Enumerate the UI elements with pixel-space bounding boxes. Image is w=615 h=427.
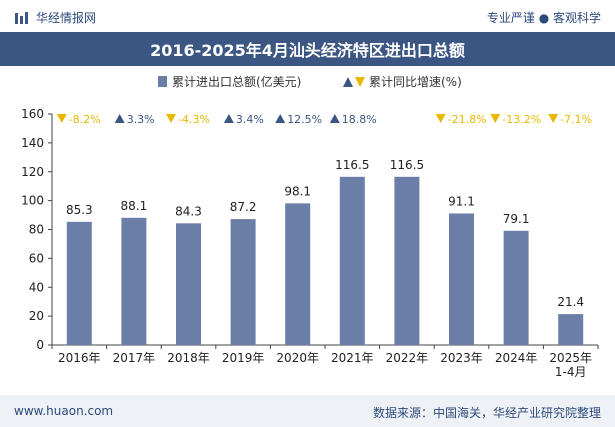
legend: 累计进出口总额(亿美元) 累计同比增速(%): [158, 74, 462, 89]
x-tick-label: 2022年: [386, 351, 429, 365]
chart-axes: 0 20 40 60 80 100 120 140 160: [21, 107, 598, 352]
y-tick-label: 20: [29, 309, 44, 323]
growth-up-icon: [329, 114, 340, 123]
growth-down-icon: [166, 114, 176, 123]
x-tick-label: 2021年: [331, 351, 374, 365]
bar-value-label: 85.3: [66, 203, 93, 217]
growth-label: 12.5%: [287, 113, 322, 126]
legend-growth-label: 累计同比增速(%): [369, 75, 462, 89]
growth-label: 18.8%: [342, 113, 377, 126]
growth-label: -7.1%: [560, 113, 592, 126]
bar-value-label: 91.1: [448, 194, 475, 208]
growth-series: -8.2% 3.3% -4.3% 3.4% 12.5% 18.8% -21.8% -13.2%…: [56, 113, 592, 126]
tagline: 专业严谨 ● 客观科学: [486, 11, 601, 25]
growth-label: -8.2%: [69, 113, 101, 126]
bar: [66, 221, 92, 345]
y-tick-label: 0: [36, 338, 44, 352]
x-tick-label: 2019年: [222, 351, 265, 365]
x-tick-label: 2025年: [549, 351, 592, 365]
top-bar: 华经情报网 专业严谨 ● 客观科学: [0, 0, 615, 32]
bar: [339, 176, 365, 345]
bar-series: 85.3 2016年 88.1 2017年 84.3 2018年 87.2 2019年 98.1…: [51, 158, 599, 379]
bar-value-label: 88.1: [121, 199, 148, 213]
legend-down-icon: [355, 77, 365, 87]
bar: [285, 203, 311, 345]
bar-value-label: 84.3: [175, 204, 202, 218]
y-tick-label: 120: [21, 165, 44, 179]
footer: www.huaon.com 数据来源：中国海关，华经产业研究院整理: [0, 395, 615, 427]
y-tick-label: 40: [29, 280, 44, 294]
chart-title: 2016-2025年4月汕头经济特区进出口总额: [150, 41, 465, 60]
growth-up-icon: [275, 114, 286, 123]
growth-label: -21.8%: [448, 113, 487, 126]
x-tick-label: 2024年: [495, 351, 538, 365]
bar-value-label: 21.4: [557, 295, 584, 309]
growth-label: -13.2%: [502, 113, 541, 126]
y-tick-label: 160: [21, 107, 44, 121]
y-tick-label: 140: [21, 136, 44, 150]
x-tick-label: 2018年: [167, 351, 210, 365]
bar-value-label: 87.2: [230, 200, 257, 214]
chart: 累计进出口总额(亿美元) 累计同比增速(%) 0 20 40 60 80 100 120 140…: [21, 74, 599, 379]
bar-value-label: 116.5: [335, 158, 369, 172]
y-tick-label: 100: [21, 194, 44, 208]
growth-down-icon: [490, 114, 501, 123]
chart-title-bar: 2016-2025年4月汕头经济特区进出口总额: [0, 32, 615, 66]
brand-logo-icon: [15, 11, 28, 24]
x-tick-label: 2016年: [58, 351, 101, 365]
y-tick-label: 80: [29, 223, 44, 237]
bar: [449, 213, 474, 345]
growth-label: 3.3%: [127, 113, 155, 126]
bar: [121, 217, 147, 345]
x-tick-label: 2017年: [113, 351, 156, 365]
footer-website: www.huaon.com: [14, 404, 114, 418]
brand-name: 华经情报网: [36, 11, 97, 25]
x-tick-label: 1-4月: [555, 365, 587, 379]
bar-value-label: 98.1: [284, 184, 311, 198]
growth-up-icon: [223, 114, 234, 123]
legend-up-icon: [343, 77, 353, 87]
y-tick-label: 60: [29, 251, 44, 265]
bar: [230, 219, 256, 345]
x-tick-label: 2023年: [440, 351, 483, 365]
legend-bar-swatch: [158, 76, 167, 87]
growth-label: -4.3%: [178, 113, 210, 126]
bar: [503, 230, 529, 345]
legend-bar-label: 累计进出口总额(亿美元): [172, 74, 301, 89]
growth-down-icon: [435, 114, 446, 123]
growth-down-icon: [56, 114, 67, 123]
bar: [558, 314, 584, 345]
growth-up-icon: [114, 114, 125, 123]
x-tick-label: 2020年: [276, 351, 319, 365]
bar-value-label: 79.1: [503, 212, 530, 226]
brand: 华经情报网: [14, 9, 96, 26]
growth-down-icon: [548, 114, 559, 123]
growth-label: 3.4%: [236, 113, 264, 126]
bar: [176, 223, 201, 345]
bar: [394, 176, 420, 345]
bar-value-label: 116.5: [390, 158, 424, 172]
footer-source: 数据来源：中国海关，华经产业研究院整理: [372, 406, 601, 420]
